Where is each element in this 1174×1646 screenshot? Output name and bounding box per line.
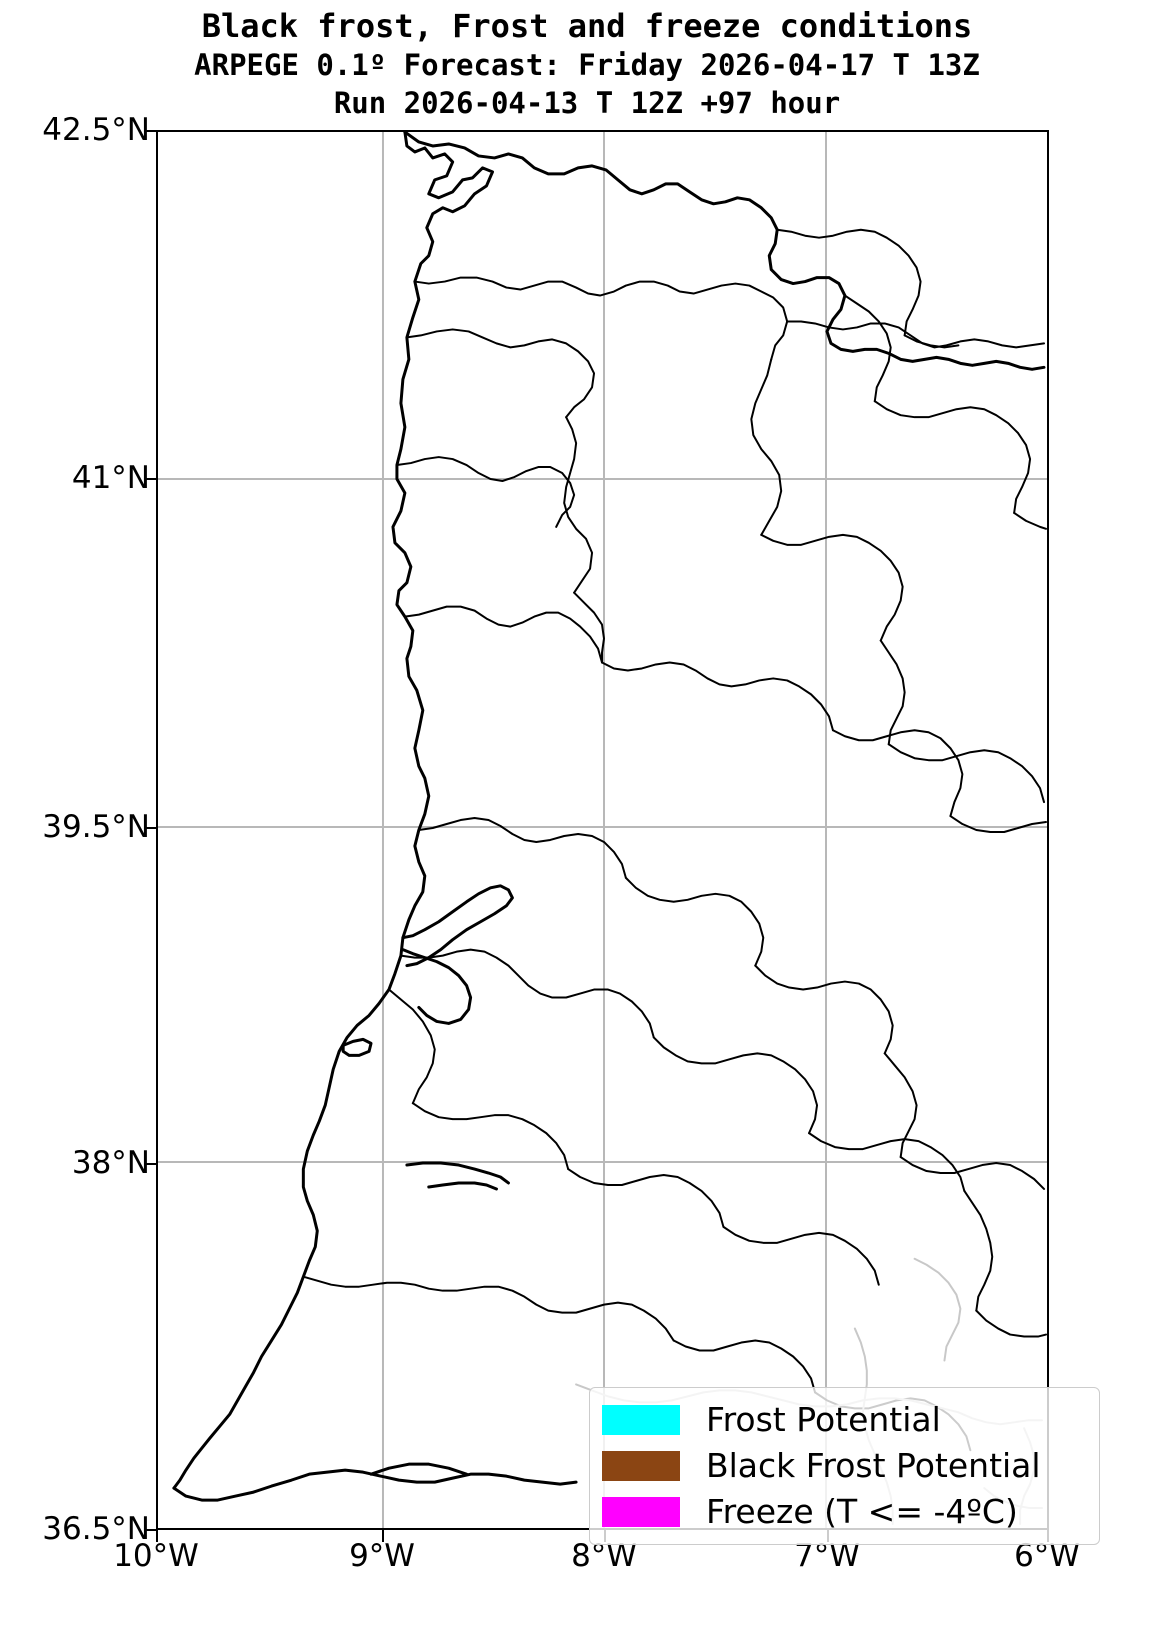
y-tick-mark [146,1163,158,1165]
y-tick-mark [146,1529,158,1531]
legend-swatch-black-frost-potential [602,1451,680,1481]
administrative-boundaries [302,228,1047,1452]
iberia-map [158,132,1047,1528]
chart-title-block: Black frost, Frost and freeze conditions… [0,6,1174,122]
y-axis-label-42-5N: 42.5°N [42,112,150,148]
map-plot-area [156,130,1049,1530]
y-axis-label-38N: 38°N [71,1145,150,1181]
y-axis-label-36-5N: 36.5°N [42,1511,150,1547]
x-axis-label-10W: 10°W [113,1538,199,1574]
estuaries [341,884,514,1476]
chart-subtitle-run: Run 2026-04-13 T 12Z +97 hour [333,86,841,120]
coastline [172,132,578,1502]
legend-item-freeze: Freeze (T <= -4ºC) [602,1489,1087,1535]
legend-label-freeze: Freeze (T <= -4ºC) [706,1492,1018,1531]
international-border [403,132,1046,371]
y-axis-label-41N: 41°N [71,460,150,496]
x-tick-mark [156,1530,158,1542]
map-legend: Frost Potential Black Frost Potential Fr… [589,1387,1100,1545]
y-tick-mark [146,478,158,480]
legend-item-black-frost-potential: Black Frost Potential [602,1443,1087,1489]
legend-label-black-frost-potential: Black Frost Potential [706,1446,1041,1485]
legend-item-frost-potential: Frost Potential [602,1397,1087,1443]
map-gridlines [158,132,1047,1528]
x-tick-mark [382,1530,384,1542]
y-tick-mark [146,827,158,829]
legend-swatch-frost-potential [602,1405,680,1435]
y-tick-mark [146,130,158,132]
x-axis-label-9W: 9°W [349,1538,415,1574]
legend-swatch-freeze [602,1497,680,1527]
legend-label-frost-potential: Frost Potential [706,1400,941,1439]
chart-subtitle-forecast: ARPEGE 0.1º Forecast: Friday 2026-04-17 … [194,48,980,82]
page-title: Black frost, Frost and freeze conditions [201,7,973,45]
y-axis-label-39-5N: 39.5°N [42,809,150,845]
